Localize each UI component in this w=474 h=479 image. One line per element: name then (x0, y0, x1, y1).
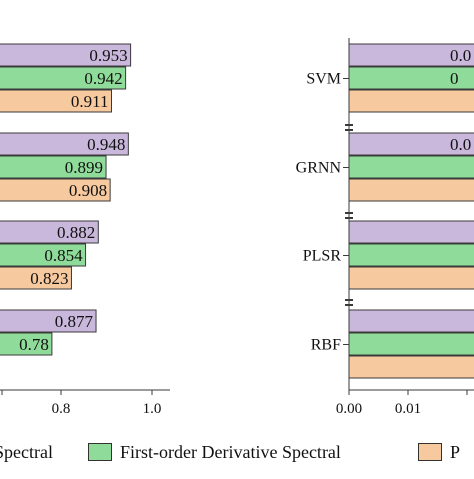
bar-left-s1-rbf (0, 332, 53, 356)
bar-right-s1-grnn (348, 155, 474, 179)
bar-right-s2-rbf (348, 355, 474, 379)
legend-swatch-third (418, 443, 442, 461)
data-label-left-s1-rbf: 0.78 (19, 335, 49, 354)
bar-left-s1-grnn (0, 155, 107, 179)
bar-right-s0-rbf (348, 309, 474, 333)
category-label-grnn: GRNN (296, 160, 342, 177)
x-tick-label-right-0: 0.00 (336, 401, 362, 417)
category-label-rbf: RBF (311, 337, 341, 354)
bar-left-s2-plsr (0, 266, 72, 290)
data-label-left-s0-plsr: 0.882 (57, 223, 95, 242)
bar-left-s2-svm (0, 89, 113, 113)
bar-right-s0-plsr (348, 220, 474, 244)
data-label-left-s1-svm: 0.942 (84, 69, 122, 88)
data-label-left-s0-svm: 0.953 (89, 46, 127, 65)
bar-left-s0-grnn (0, 132, 129, 156)
bar-right-s2-plsr (348, 266, 474, 290)
data-label-left-s2-plsr: 0.823 (30, 269, 68, 288)
data-label-right-partial-1: 0 (450, 69, 459, 88)
x-tick-label-right-1: 0.01 (395, 401, 421, 417)
legend-item-third: P (418, 437, 460, 467)
legend-item-spectral: Spectral (0, 437, 53, 467)
data-label-left-s2-svm: 0.911 (71, 92, 109, 111)
bar-right-s2-svm (348, 89, 474, 113)
legend-swatch-first-order-derivative (88, 443, 112, 461)
legend: Spectral First-order Derivative Spectral… (0, 437, 474, 467)
bar-left-s0-plsr (0, 220, 99, 244)
data-label-left-s2-grnn: 0.908 (69, 181, 107, 200)
x-tick-label-left-0: 0.8 (52, 401, 71, 417)
category-label-plsr: PLSR (303, 248, 342, 265)
data-label-left-s0-grnn: 0.948 (87, 135, 125, 154)
data-label-left-s0-rbf: 0.877 (55, 312, 94, 331)
legend-item-first-order-derivative: First-order Derivative Spectral (88, 437, 341, 467)
bar-left-s0-svm (0, 43, 132, 67)
x-tick-label-left-1: 1.0 (143, 401, 162, 417)
bar-left-s1-plsr (0, 243, 87, 267)
data-label-left-s1-grnn: 0.899 (65, 158, 103, 177)
data-label-right-partial-0: 0.0 (450, 46, 471, 65)
bar-left-s2-grnn (0, 178, 111, 202)
data-label-left-s1-plsr: 0.854 (44, 246, 83, 265)
legend-label-spectral: Spectral (0, 441, 53, 462)
bar-right-s1-rbf (348, 332, 474, 356)
bar-right-s0-grnn (348, 132, 474, 156)
bar-right-s1-plsr (348, 243, 474, 267)
bar-right-s0-svm (348, 43, 474, 67)
bar-left-s1-svm (0, 66, 127, 90)
bar-right-s2-grnn (348, 178, 474, 202)
bar-left-s0-rbf (0, 309, 97, 333)
legend-label-first-order-derivative: First-order Derivative Spectral (120, 441, 341, 462)
legend-label-third: P (450, 441, 461, 462)
category-label-svm: SVM (306, 71, 341, 88)
data-label-right-partial-2: 0.0 (450, 135, 471, 154)
